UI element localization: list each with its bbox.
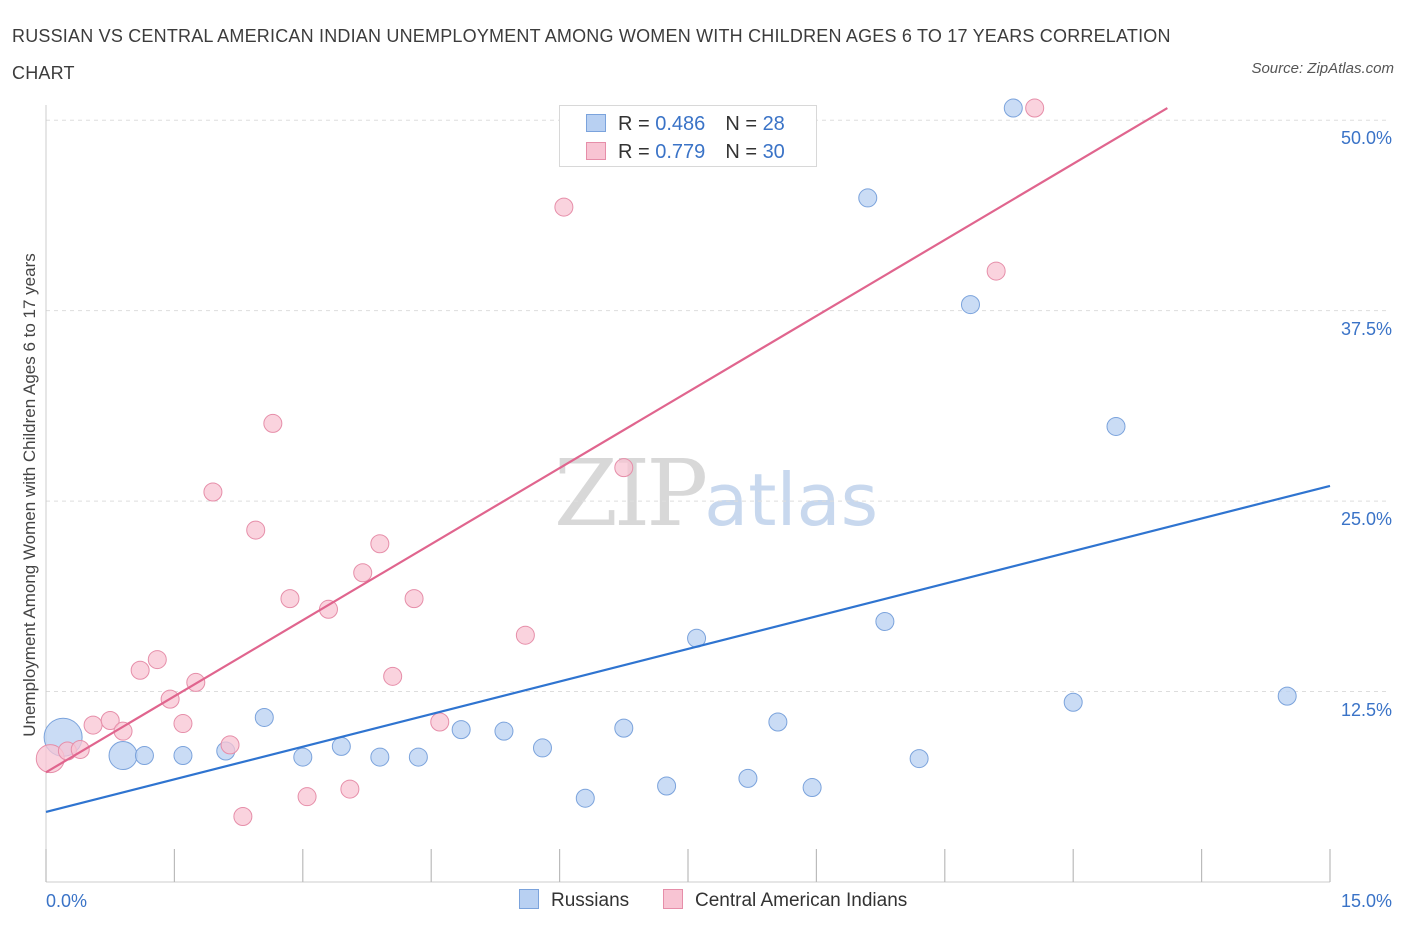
russians-point xyxy=(254,707,274,727)
series-legend-central-american-indians: Central American Indians xyxy=(663,889,907,912)
russians-point xyxy=(134,746,154,766)
legend-n-value: 28 xyxy=(762,113,785,135)
correlation-legend: R = 0.486 N = 28 R = 0.779 N = 30 xyxy=(559,105,817,167)
russians-point xyxy=(331,736,351,756)
russians-point xyxy=(802,778,822,798)
central-american-indians-point xyxy=(280,589,300,609)
russians-point xyxy=(532,738,552,758)
legend-r-value: 0.779 xyxy=(655,141,706,163)
chart-title: RUSSIAN VS CENTRAL AMERICAN INDIAN UNEMP… xyxy=(12,26,1171,83)
russians-point xyxy=(451,720,471,740)
central-american-indians-point xyxy=(986,261,1006,281)
central-american-indians-point xyxy=(246,520,266,540)
series-legend-russians: Russians xyxy=(519,889,629,912)
central-american-indians-trend-line xyxy=(45,107,1168,774)
series-swatch-pink xyxy=(663,889,683,909)
russians-point xyxy=(370,747,390,767)
x-tick-label-min: 0.0% xyxy=(46,891,88,911)
legend-n-label: N = xyxy=(725,113,763,135)
russians-point xyxy=(293,747,313,767)
central-american-indians-point xyxy=(297,787,317,807)
legend-swatch-blue xyxy=(586,114,606,132)
legend-n-value: 30 xyxy=(762,141,785,163)
russians-trend-line xyxy=(45,484,1331,813)
russians-point xyxy=(575,788,595,808)
legend-swatch-pink xyxy=(586,142,606,160)
watermark: ZIPatlas xyxy=(554,440,878,547)
source-label: Source: ZipAtlas.com xyxy=(1251,60,1394,77)
central-american-indians-point xyxy=(353,563,373,583)
russians-point xyxy=(657,776,677,796)
russians-point xyxy=(1106,416,1126,436)
central-american-indians-point xyxy=(515,625,535,645)
central-american-indians-point xyxy=(554,197,574,217)
russians-point xyxy=(108,741,138,771)
legend-r-value: 0.486 xyxy=(655,113,706,135)
central-american-indians-point xyxy=(83,715,103,735)
series-legend-label: Central American Indians xyxy=(695,890,908,911)
central-american-indians-point xyxy=(203,482,223,502)
y-tick-label: 37.5% xyxy=(1340,318,1392,339)
central-american-indians-point xyxy=(173,714,193,734)
y-axis-label: Unemployment Among Women with Children A… xyxy=(20,253,39,737)
russians-point xyxy=(768,712,788,732)
legend-r-label: R = xyxy=(618,113,656,135)
x-tick-label-max: 15.0% xyxy=(1340,891,1392,911)
watermark-zip: ZIP xyxy=(554,440,708,547)
series-legend: Russians Central American Indians xyxy=(0,889,1406,915)
central-american-indians-point xyxy=(233,806,253,826)
legend-r-label: R = xyxy=(618,141,656,163)
central-american-indians-point xyxy=(1025,98,1045,118)
russians-point xyxy=(408,747,428,767)
russians-point xyxy=(875,611,895,631)
central-american-indians-point xyxy=(100,711,120,731)
central-american-indians-point xyxy=(614,458,634,478)
series-legend-label: Russians xyxy=(551,890,630,911)
russians-point xyxy=(858,188,878,208)
watermark-atlas: atlas xyxy=(704,458,879,542)
central-american-indians-point xyxy=(130,660,150,680)
y-tick-label: 25.0% xyxy=(1340,509,1392,530)
series-swatch-blue xyxy=(519,889,539,909)
russians-point xyxy=(1003,98,1023,118)
russians-point xyxy=(960,295,980,315)
legend-row-central-american-indians: R = 0.779 N = 30 xyxy=(586,141,785,164)
legend-row-russians: R = 0.486 N = 28 xyxy=(586,113,785,136)
russians-point xyxy=(173,746,193,766)
y-tick-label: 50.0% xyxy=(1340,128,1392,149)
russians-point xyxy=(909,749,929,769)
central-american-indians-point xyxy=(404,589,424,609)
russians-point xyxy=(738,768,758,788)
central-american-indians-point xyxy=(147,650,167,670)
central-american-indians-point xyxy=(263,413,283,433)
central-american-indians-point xyxy=(370,534,390,554)
y-tick-label: 12.5% xyxy=(1340,699,1392,720)
central-american-indians-point xyxy=(220,735,240,755)
russians-point xyxy=(614,718,634,738)
russians-point xyxy=(1063,692,1083,712)
central-american-indians-point xyxy=(383,666,403,686)
russians-point xyxy=(494,721,514,741)
russians-point xyxy=(1277,686,1297,706)
central-american-indians-point xyxy=(430,712,450,732)
legend-n-label: N = xyxy=(725,141,763,163)
central-american-indians-point xyxy=(340,779,360,799)
